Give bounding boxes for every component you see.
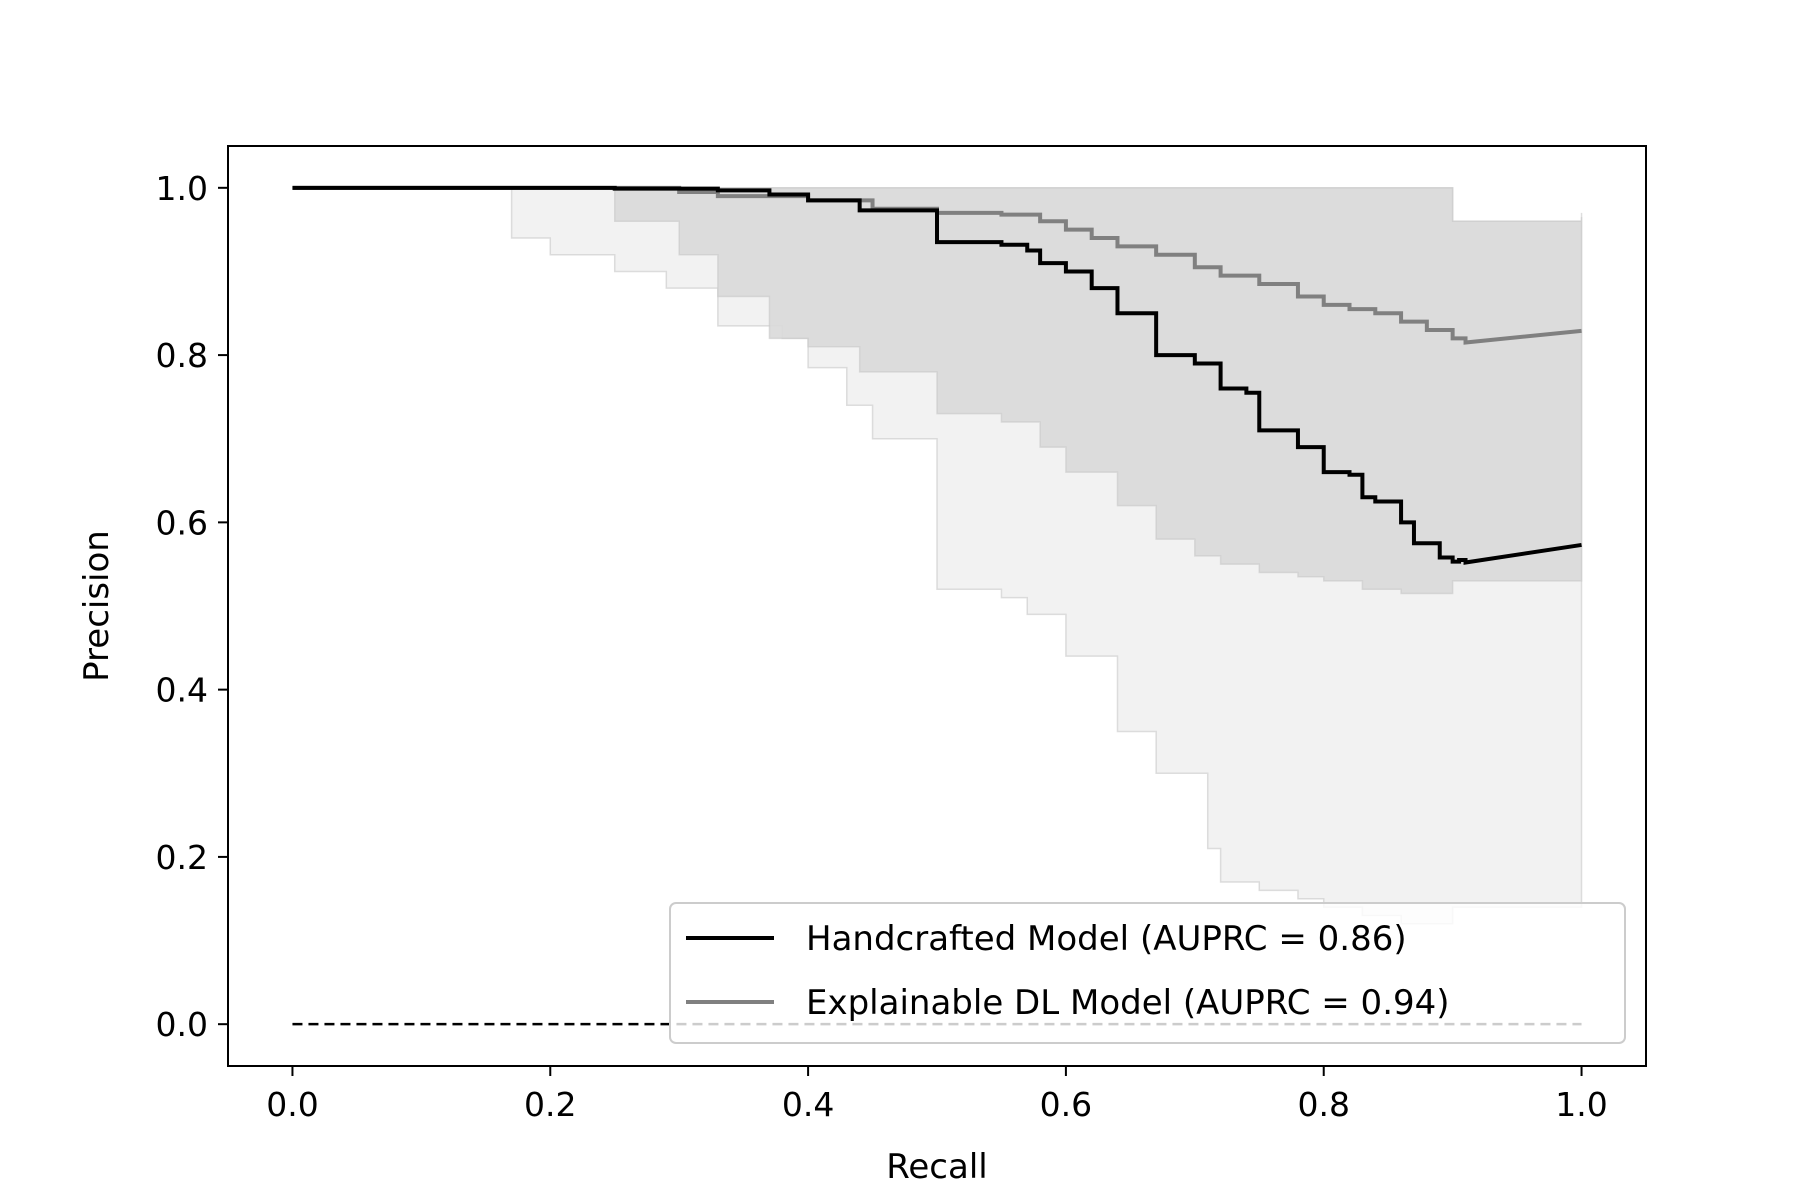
y-tick-label: 0.2 xyxy=(156,838,208,877)
y-tick-label: 0.8 xyxy=(156,336,208,375)
y-tick-label: 0.6 xyxy=(156,503,208,542)
legend: Handcrafted Model (AUPRC = 0.86) Explain… xyxy=(669,902,1626,1044)
legend-box xyxy=(669,902,1626,1044)
x-tick-label: 0.4 xyxy=(782,1085,834,1124)
confidence-bands xyxy=(292,187,1583,925)
series-line-handcrafted xyxy=(292,185,1582,565)
y-tick-label: 0.0 xyxy=(156,1005,208,1044)
x-tick-label: 0.8 xyxy=(1297,1085,1349,1124)
plot-frame xyxy=(227,145,1647,1067)
x-axis-label: Recall xyxy=(886,1147,987,1187)
legend-label-handcrafted: Handcrafted Model (AUPRC = 0.86) xyxy=(806,919,1407,959)
x-tick-label: 0.0 xyxy=(266,1085,318,1124)
x-axis-ticks: 0.0 0.2 0.4 0.6 0.8 1.0 xyxy=(266,1066,1608,1124)
y-axis-label: Precision xyxy=(77,530,117,682)
y-axis-ticks: 0.0 0.2 0.4 0.6 0.8 1.0 xyxy=(156,169,228,1044)
y-tick-label: 1.0 xyxy=(156,169,208,208)
confidence-band-1 xyxy=(292,187,1583,595)
series-lines xyxy=(292,185,1582,565)
legend-label-explainable-dl: Explainable DL Model (AUPRC = 0.94) xyxy=(806,983,1450,1023)
x-tick-label: 0.6 xyxy=(1040,1085,1092,1124)
x-tick-label: 0.2 xyxy=(524,1085,576,1124)
y-tick-label: 0.4 xyxy=(156,671,208,710)
x-tick-label: 1.0 xyxy=(1555,1085,1607,1124)
